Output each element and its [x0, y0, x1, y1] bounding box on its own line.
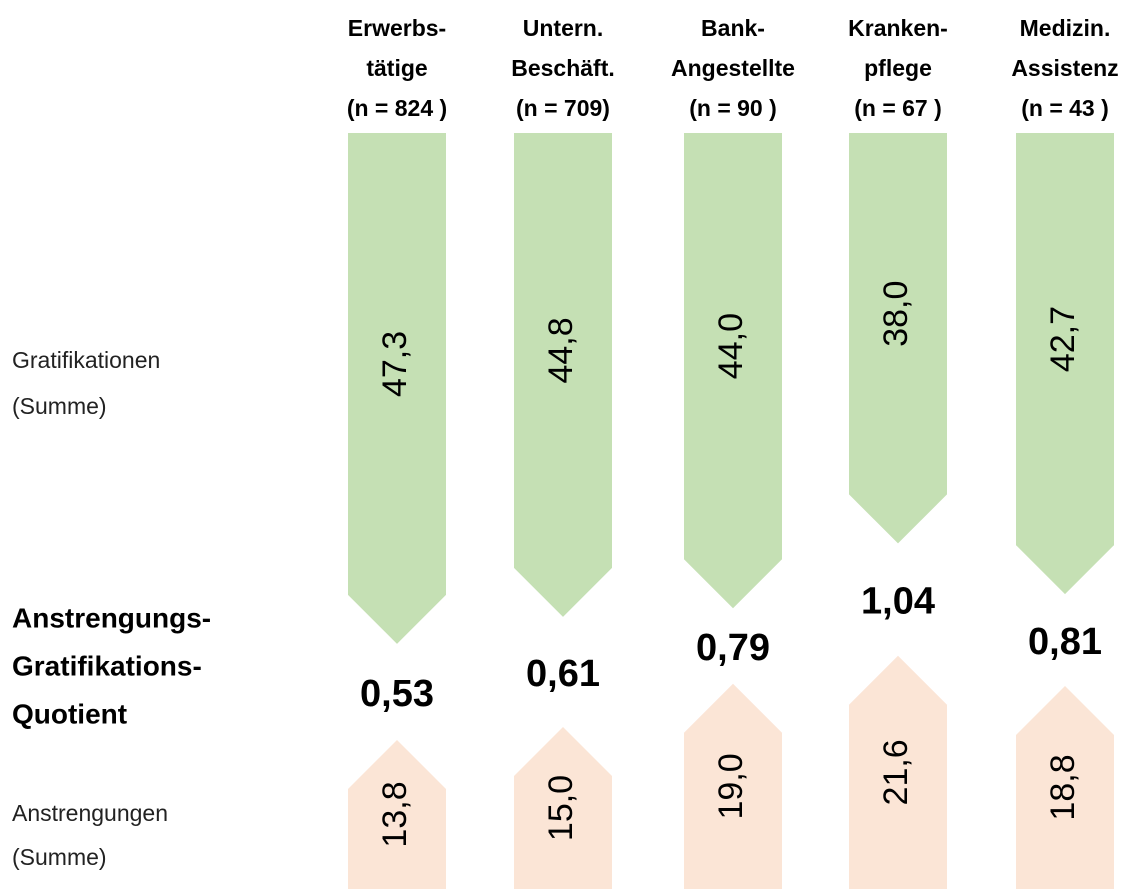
- column-header: (n = 90 ): [689, 95, 777, 121]
- ratio-label: 0,61: [526, 653, 600, 695]
- effort-arrow: [849, 655, 947, 889]
- row-label: (Summe): [12, 393, 107, 419]
- effort-arrow: [1016, 685, 1114, 889]
- column-header: Assistenz: [1011, 55, 1118, 81]
- column-header: (n = 43 ): [1021, 95, 1109, 121]
- value-label: 19,0: [712, 753, 750, 819]
- value-label: 38,0: [877, 281, 915, 347]
- gratification-arrow: [1016, 133, 1114, 595]
- value-label: 44,0: [712, 313, 750, 379]
- ratio-label: 1,04: [861, 581, 935, 623]
- column-header: Erwerbs-: [348, 15, 446, 41]
- column-header: Bank-: [701, 15, 765, 41]
- column-header: tätige: [366, 55, 427, 81]
- row-label: (Summe): [12, 844, 107, 870]
- column-header: Untern.: [523, 15, 604, 41]
- row-label: Quotient: [12, 698, 127, 729]
- row-label: Anstrengungen: [12, 800, 168, 826]
- ratio-label: 0,81: [1028, 621, 1102, 663]
- ratio-label: 0,79: [696, 627, 770, 669]
- value-label: 21,6: [877, 739, 915, 805]
- gratification-arrow: [849, 133, 947, 544]
- row-label: Gratifikationen: [12, 347, 160, 373]
- gratification-arrow: [684, 133, 782, 609]
- value-label: 18,8: [1044, 754, 1082, 820]
- column-header: (n = 824 ): [347, 95, 447, 121]
- effort-arrow: [348, 739, 446, 889]
- value-label: 44,8: [542, 317, 580, 383]
- value-label: 42,7: [1044, 306, 1082, 372]
- column-header: Medizin.: [1020, 15, 1111, 41]
- effort-arrow: [684, 683, 782, 889]
- ratio-label: 0,53: [360, 673, 434, 715]
- effort-arrow: [514, 727, 612, 889]
- gratification-arrow: [348, 133, 446, 644]
- value-label: 13,8: [376, 781, 414, 847]
- row-label: Anstrengungs-: [12, 602, 211, 633]
- column-header: Kranken-: [848, 15, 948, 41]
- column-header: (n = 67 ): [854, 95, 942, 121]
- value-label: 47,3: [376, 331, 414, 397]
- column-header: Angestellte: [671, 55, 795, 81]
- column-header: (n = 709): [516, 95, 610, 121]
- gratification-arrow: [514, 133, 612, 617]
- value-label: 15,0: [542, 775, 580, 841]
- row-label: Gratifikations-: [12, 650, 202, 681]
- column-header: pflege: [864, 55, 932, 81]
- column-header: Beschäft.: [511, 55, 615, 81]
